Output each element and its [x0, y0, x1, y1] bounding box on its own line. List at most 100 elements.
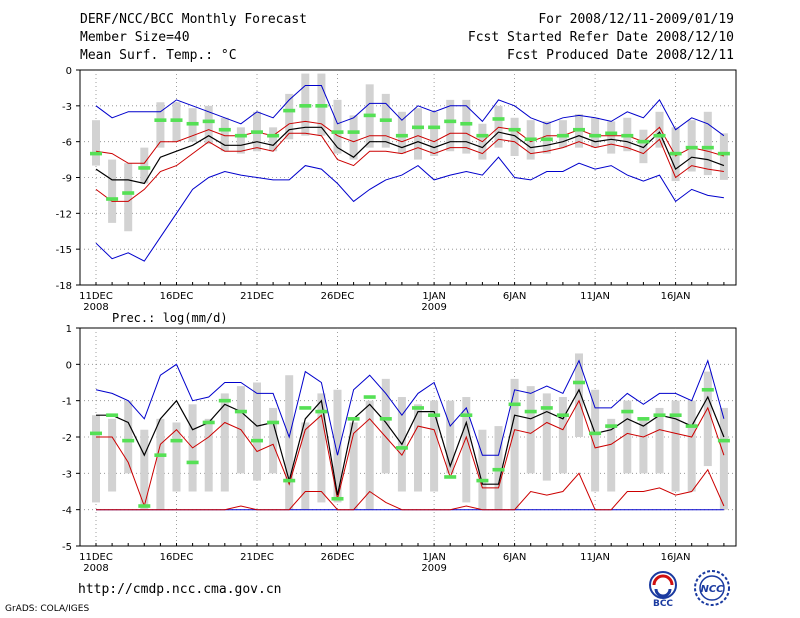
median-marker	[605, 424, 618, 428]
y-tick-label: -18	[56, 281, 72, 292]
y-tick-label: 1	[66, 324, 72, 335]
median-marker	[669, 413, 682, 417]
x-tick-year: 2008	[83, 302, 108, 313]
ensemble-box	[510, 378, 519, 510]
median-marker	[299, 104, 312, 108]
grads-credit: GrADS: COLA/IGES	[5, 604, 90, 614]
ensemble-box	[269, 407, 278, 474]
ensemble-box	[639, 418, 648, 474]
median-marker	[331, 130, 344, 134]
median-marker	[605, 131, 618, 136]
median-marker	[428, 413, 441, 417]
median-marker	[637, 139, 650, 144]
median-marker	[685, 145, 698, 150]
ensemble-box	[349, 422, 358, 510]
min-line	[95, 156, 724, 262]
median-marker	[428, 125, 441, 130]
ensemble-box	[719, 407, 728, 510]
median-marker	[717, 151, 730, 156]
ensemble-box	[414, 108, 422, 160]
x-tick-label: 26DEC	[321, 552, 355, 563]
ensemble-box	[575, 353, 583, 437]
median-marker	[460, 413, 473, 417]
x-tick-label: 1JAN	[422, 552, 445, 563]
ensemble-box	[462, 397, 471, 503]
source-url[interactable]: http://cmdp.ncc.cma.gov.cn	[78, 582, 282, 597]
spread-high-line	[95, 120, 725, 164]
median-marker	[556, 133, 569, 138]
ensemble-box	[124, 163, 133, 232]
ensemble-box	[526, 386, 535, 474]
x-tick-label: 1JAN	[422, 291, 445, 302]
x-tick-label: 16JAN	[661, 552, 691, 563]
median-marker	[202, 420, 215, 425]
median-marker	[234, 409, 247, 414]
median-marker	[202, 119, 215, 124]
median-marker	[589, 431, 602, 436]
median-marker	[395, 133, 408, 138]
median-marker	[251, 130, 263, 134]
median-marker	[412, 125, 424, 130]
ncc-logo-text: NCC	[700, 584, 724, 595]
y-tick-label: -4	[62, 506, 72, 517]
median-marker	[701, 387, 714, 392]
bcc-logo-text: BCC	[653, 599, 673, 608]
median-marker	[379, 118, 392, 122]
median-marker	[653, 133, 666, 138]
median-marker	[476, 478, 489, 483]
median-marker	[90, 151, 102, 156]
ensemble-box	[703, 371, 712, 467]
median-marker	[347, 130, 360, 134]
x-tick-label: 26DEC	[321, 291, 355, 302]
median-marker	[637, 417, 650, 421]
ensemble-box	[333, 99, 342, 154]
x-tick-label: 6JAN	[503, 291, 526, 302]
ensemble-box	[655, 111, 664, 148]
ensemble-box	[365, 400, 374, 510]
ensemble-box	[494, 426, 503, 510]
median-marker	[154, 453, 167, 457]
median-marker	[556, 413, 569, 417]
ensemble-box	[591, 117, 600, 148]
mean-line	[95, 126, 725, 185]
mean-line	[96, 388, 725, 496]
ensemble-box	[494, 105, 503, 148]
ensemble-box	[124, 400, 133, 474]
median-marker	[283, 108, 296, 113]
ensemble-box	[510, 117, 519, 156]
x-tick-year: 2008	[83, 563, 108, 574]
median-marker	[218, 398, 231, 403]
y-tick-label: -9	[62, 174, 72, 185]
median-marker	[186, 460, 199, 465]
median-marker	[251, 438, 263, 443]
ensemble-box	[333, 389, 342, 503]
ensemble-box	[349, 115, 358, 160]
ensemble-box	[478, 429, 487, 510]
median-marker	[267, 133, 280, 138]
median-marker	[685, 424, 698, 428]
panel2-title: Prec.: log(mm/d)	[112, 311, 228, 325]
y-tick-label: -3	[62, 469, 72, 480]
ensemble-box	[220, 117, 229, 152]
forecast-period: For 2008/12/11-2009/01/19	[538, 12, 734, 27]
median-marker	[234, 133, 247, 138]
max-line	[95, 359, 725, 456]
median-marker	[218, 127, 231, 132]
median-marker	[363, 113, 376, 118]
ensemble-box	[446, 400, 455, 474]
median-marker	[460, 121, 473, 126]
x-tick-label: 16JAN	[661, 291, 691, 302]
median-marker	[347, 417, 360, 421]
ensemble-box	[607, 121, 616, 154]
ensemble-box	[317, 393, 326, 503]
median-marker	[701, 145, 714, 150]
x-tick-label: 11DEC	[79, 552, 113, 563]
ensemble-box	[591, 389, 600, 492]
median-marker	[299, 406, 312, 410]
ensemble-box	[108, 418, 117, 492]
ensemble-box	[204, 418, 213, 492]
x-tick-year: 2009	[421, 563, 446, 574]
median-marker	[476, 133, 489, 138]
median-marker	[267, 420, 280, 425]
median-marker	[379, 417, 392, 421]
